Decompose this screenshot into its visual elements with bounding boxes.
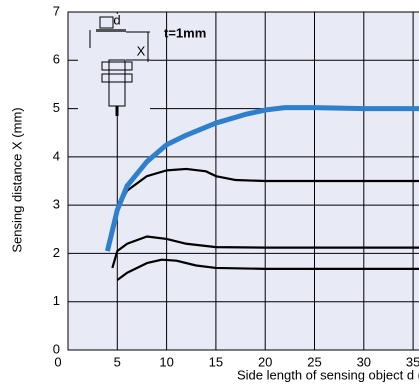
target-plate	[96, 29, 126, 32]
annotation: d	[113, 12, 120, 27]
x-tick-label: 0	[54, 354, 61, 369]
line-series	[111, 235, 419, 269]
line-series	[116, 258, 419, 281]
annotation: t=1mm	[164, 25, 206, 40]
x-tick-label: 20	[258, 354, 272, 369]
y-tick-label: 2	[53, 245, 60, 260]
sensor-nut	[101, 61, 133, 71]
x-tick-label: 35	[406, 354, 419, 369]
line-series	[106, 167, 419, 252]
annotation: X	[137, 43, 146, 58]
x-axis-label: Side length of sensing object d (mm)	[237, 367, 419, 382]
y-tick-label: 7	[53, 3, 60, 18]
x-tick-label: 15	[209, 354, 223, 369]
x-tick-label: 30	[357, 354, 371, 369]
y-axis-label: Sensing distance X (mm)	[9, 107, 24, 252]
sensor-diagram: d Xt=1mm	[78, 12, 206, 116]
y-tick-label: 6	[53, 52, 60, 67]
x-tick-label: 25	[307, 354, 321, 369]
target-box	[99, 16, 114, 29]
y-tick-label: 1	[53, 293, 60, 308]
y-tick-label: 3	[53, 197, 60, 212]
y-tick-label: 5	[53, 100, 60, 115]
x-tick-label: 10	[159, 354, 173, 369]
y-tick-label: 0	[53, 341, 60, 356]
line-series	[105, 105, 419, 252]
x-tick-label: 5	[114, 354, 121, 369]
sensor-nut	[101, 73, 133, 83]
y-tick-label: 4	[53, 148, 60, 163]
